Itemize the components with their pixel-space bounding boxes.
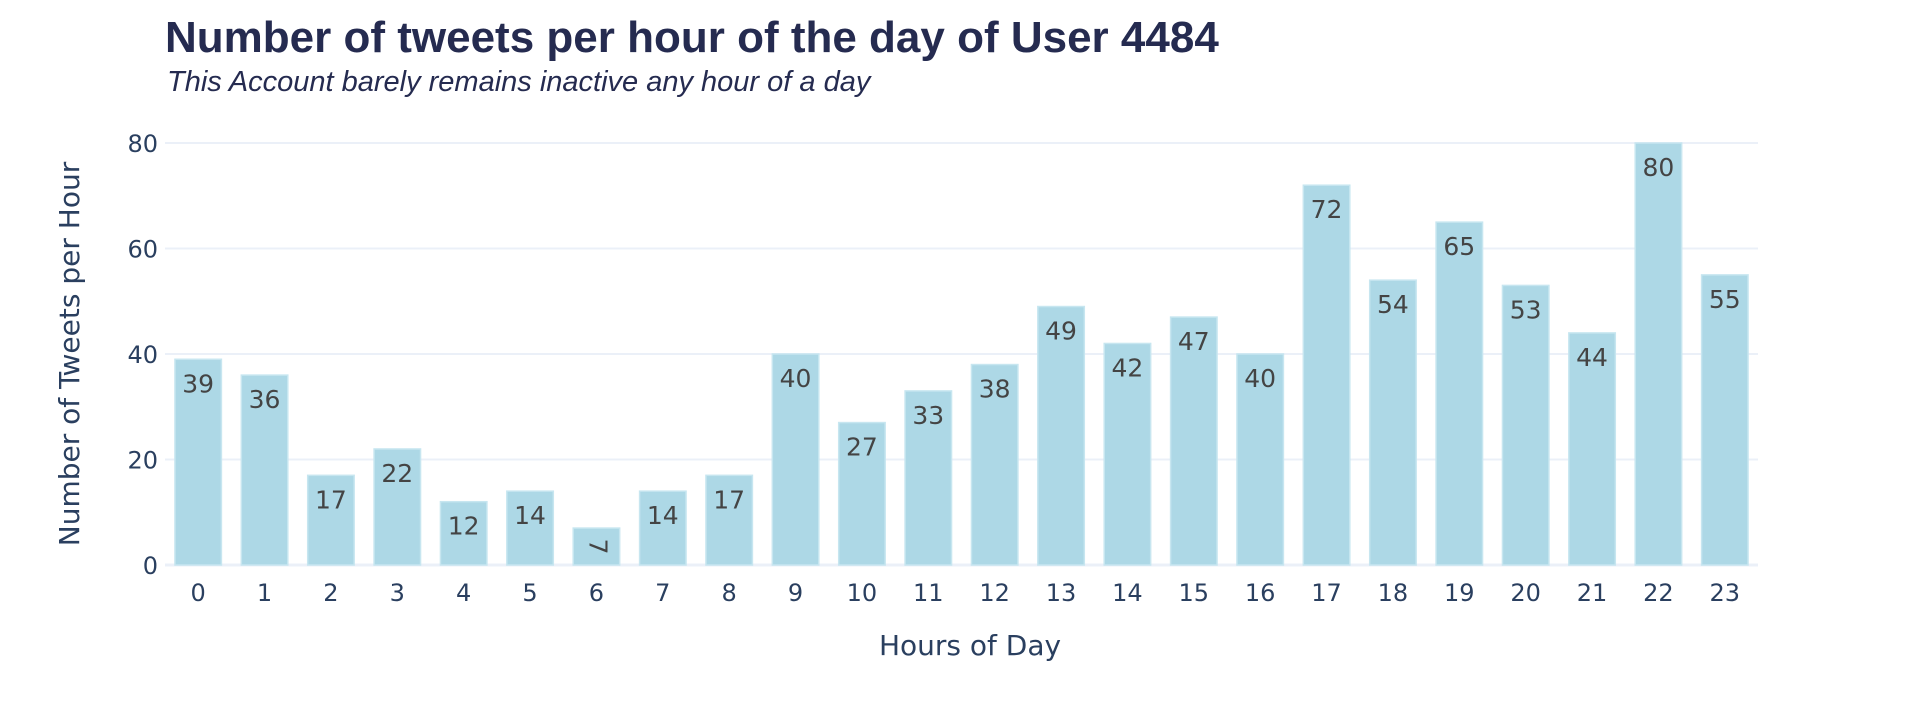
- bar-value-label: 47: [1178, 327, 1210, 356]
- x-tick-label: 19: [1444, 579, 1475, 607]
- x-tick-label: 15: [1179, 579, 1210, 607]
- y-axis-ticks: 0 20 40 60 80: [127, 130, 158, 580]
- bar-value-label: 33: [912, 401, 944, 430]
- bar-value-label: 42: [1112, 353, 1144, 382]
- bar[interactable]: [837, 421, 886, 566]
- x-tick-label: 9: [788, 579, 803, 607]
- chart-subtitle: This Account barely remains inactive any…: [167, 66, 872, 98]
- bar-value-label: 65: [1443, 232, 1475, 261]
- x-tick-label: 7: [655, 579, 670, 607]
- x-tick-label: 17: [1311, 579, 1342, 607]
- bar[interactable]: [1700, 274, 1749, 566]
- bar-value-label: 14: [514, 501, 546, 530]
- bar-value-label: 72: [1311, 195, 1343, 224]
- x-tick-label: 3: [390, 579, 405, 607]
- bar-value-label: 7: [583, 539, 612, 555]
- bar[interactable]: [1368, 279, 1417, 566]
- bar-value-label: 40: [780, 364, 812, 393]
- bar[interactable]: [1568, 332, 1617, 566]
- bar-value-label: 80: [1643, 153, 1675, 182]
- bar[interactable]: [174, 358, 223, 566]
- bar[interactable]: [904, 390, 953, 566]
- bar-value-label: 55: [1709, 285, 1741, 314]
- bar-value-label: 40: [1244, 364, 1276, 393]
- x-tick-label: 23: [1710, 579, 1741, 607]
- x-tick-label: 13: [1046, 579, 1077, 607]
- bar[interactable]: [572, 527, 621, 566]
- bar[interactable]: [1435, 221, 1484, 566]
- bar[interactable]: [1501, 284, 1550, 566]
- bar-value-label: 22: [381, 459, 413, 488]
- y-tick-label: 20: [127, 447, 158, 475]
- bar-value-label: 53: [1510, 295, 1542, 324]
- bar[interactable]: [1302, 184, 1351, 566]
- bar-value-label: 17: [713, 485, 745, 514]
- bar-value-label: 44: [1576, 343, 1608, 372]
- x-tick-label: 0: [191, 579, 206, 607]
- gridlines: [165, 142, 1758, 567]
- bar[interactable]: [506, 490, 555, 566]
- x-tick-label: 8: [722, 579, 737, 607]
- x-tick-label: 21: [1577, 579, 1608, 607]
- x-tick-label: 6: [589, 579, 604, 607]
- bar-value-label: 14: [647, 501, 679, 530]
- bars: 39 36 17 22 12 14 7 14 17 40 27 33 38 49 42 47 40 72 54 65 5…: [174, 142, 1749, 566]
- bar[interactable]: [240, 374, 289, 566]
- x-tick-label: 18: [1378, 579, 1409, 607]
- x-axis-title: Hours of Day: [879, 629, 1061, 662]
- bar[interactable]: [638, 490, 687, 566]
- y-tick-label: 40: [127, 341, 158, 369]
- x-tick-label: 12: [979, 579, 1010, 607]
- bar-value-label: 49: [1045, 317, 1077, 346]
- bar[interactable]: [1037, 305, 1086, 566]
- bar[interactable]: [373, 448, 422, 566]
- x-axis-ticks: 0 1 2 3 4 5 6 7 8 9 10 11 12 13 14 15 16 17 18 19 20 21 22 23: [191, 579, 1741, 607]
- x-tick-label: 10: [847, 579, 878, 607]
- bar[interactable]: [1236, 353, 1285, 566]
- bar[interactable]: [705, 474, 754, 566]
- bar-value-label: 17: [315, 485, 347, 514]
- bar-value-label: 38: [979, 375, 1011, 404]
- bar[interactable]: [439, 500, 488, 566]
- bar[interactable]: [1103, 342, 1152, 566]
- x-tick-label: 1: [257, 579, 272, 607]
- y-tick-label: 0: [143, 552, 158, 580]
- bar-value-label: 39: [182, 369, 214, 398]
- x-tick-label: 2: [323, 579, 338, 607]
- x-tick-label: 20: [1510, 579, 1541, 607]
- bar-value-label: 54: [1377, 290, 1409, 319]
- bar-value-label: 27: [846, 433, 878, 462]
- bar[interactable]: [1169, 316, 1218, 566]
- x-tick-label: 14: [1112, 579, 1143, 607]
- bar-value-label: 36: [249, 385, 281, 414]
- chart-title: Number of tweets per hour of the day of …: [165, 13, 1219, 62]
- x-tick-label: 5: [522, 579, 537, 607]
- y-tick-label: 60: [127, 236, 158, 264]
- bar[interactable]: [1634, 142, 1683, 566]
- bar-value-label: 12: [448, 512, 480, 541]
- y-tick-label: 80: [127, 130, 158, 158]
- x-tick-label: 4: [456, 579, 471, 607]
- x-tick-label: 22: [1643, 579, 1674, 607]
- bar[interactable]: [970, 363, 1019, 566]
- bar[interactable]: [771, 353, 820, 566]
- bar[interactable]: [306, 474, 355, 566]
- x-tick-label: 11: [913, 579, 944, 607]
- y-axis-title: Number of Tweets per Hour: [53, 161, 86, 546]
- x-tick-label: 16: [1245, 579, 1276, 607]
